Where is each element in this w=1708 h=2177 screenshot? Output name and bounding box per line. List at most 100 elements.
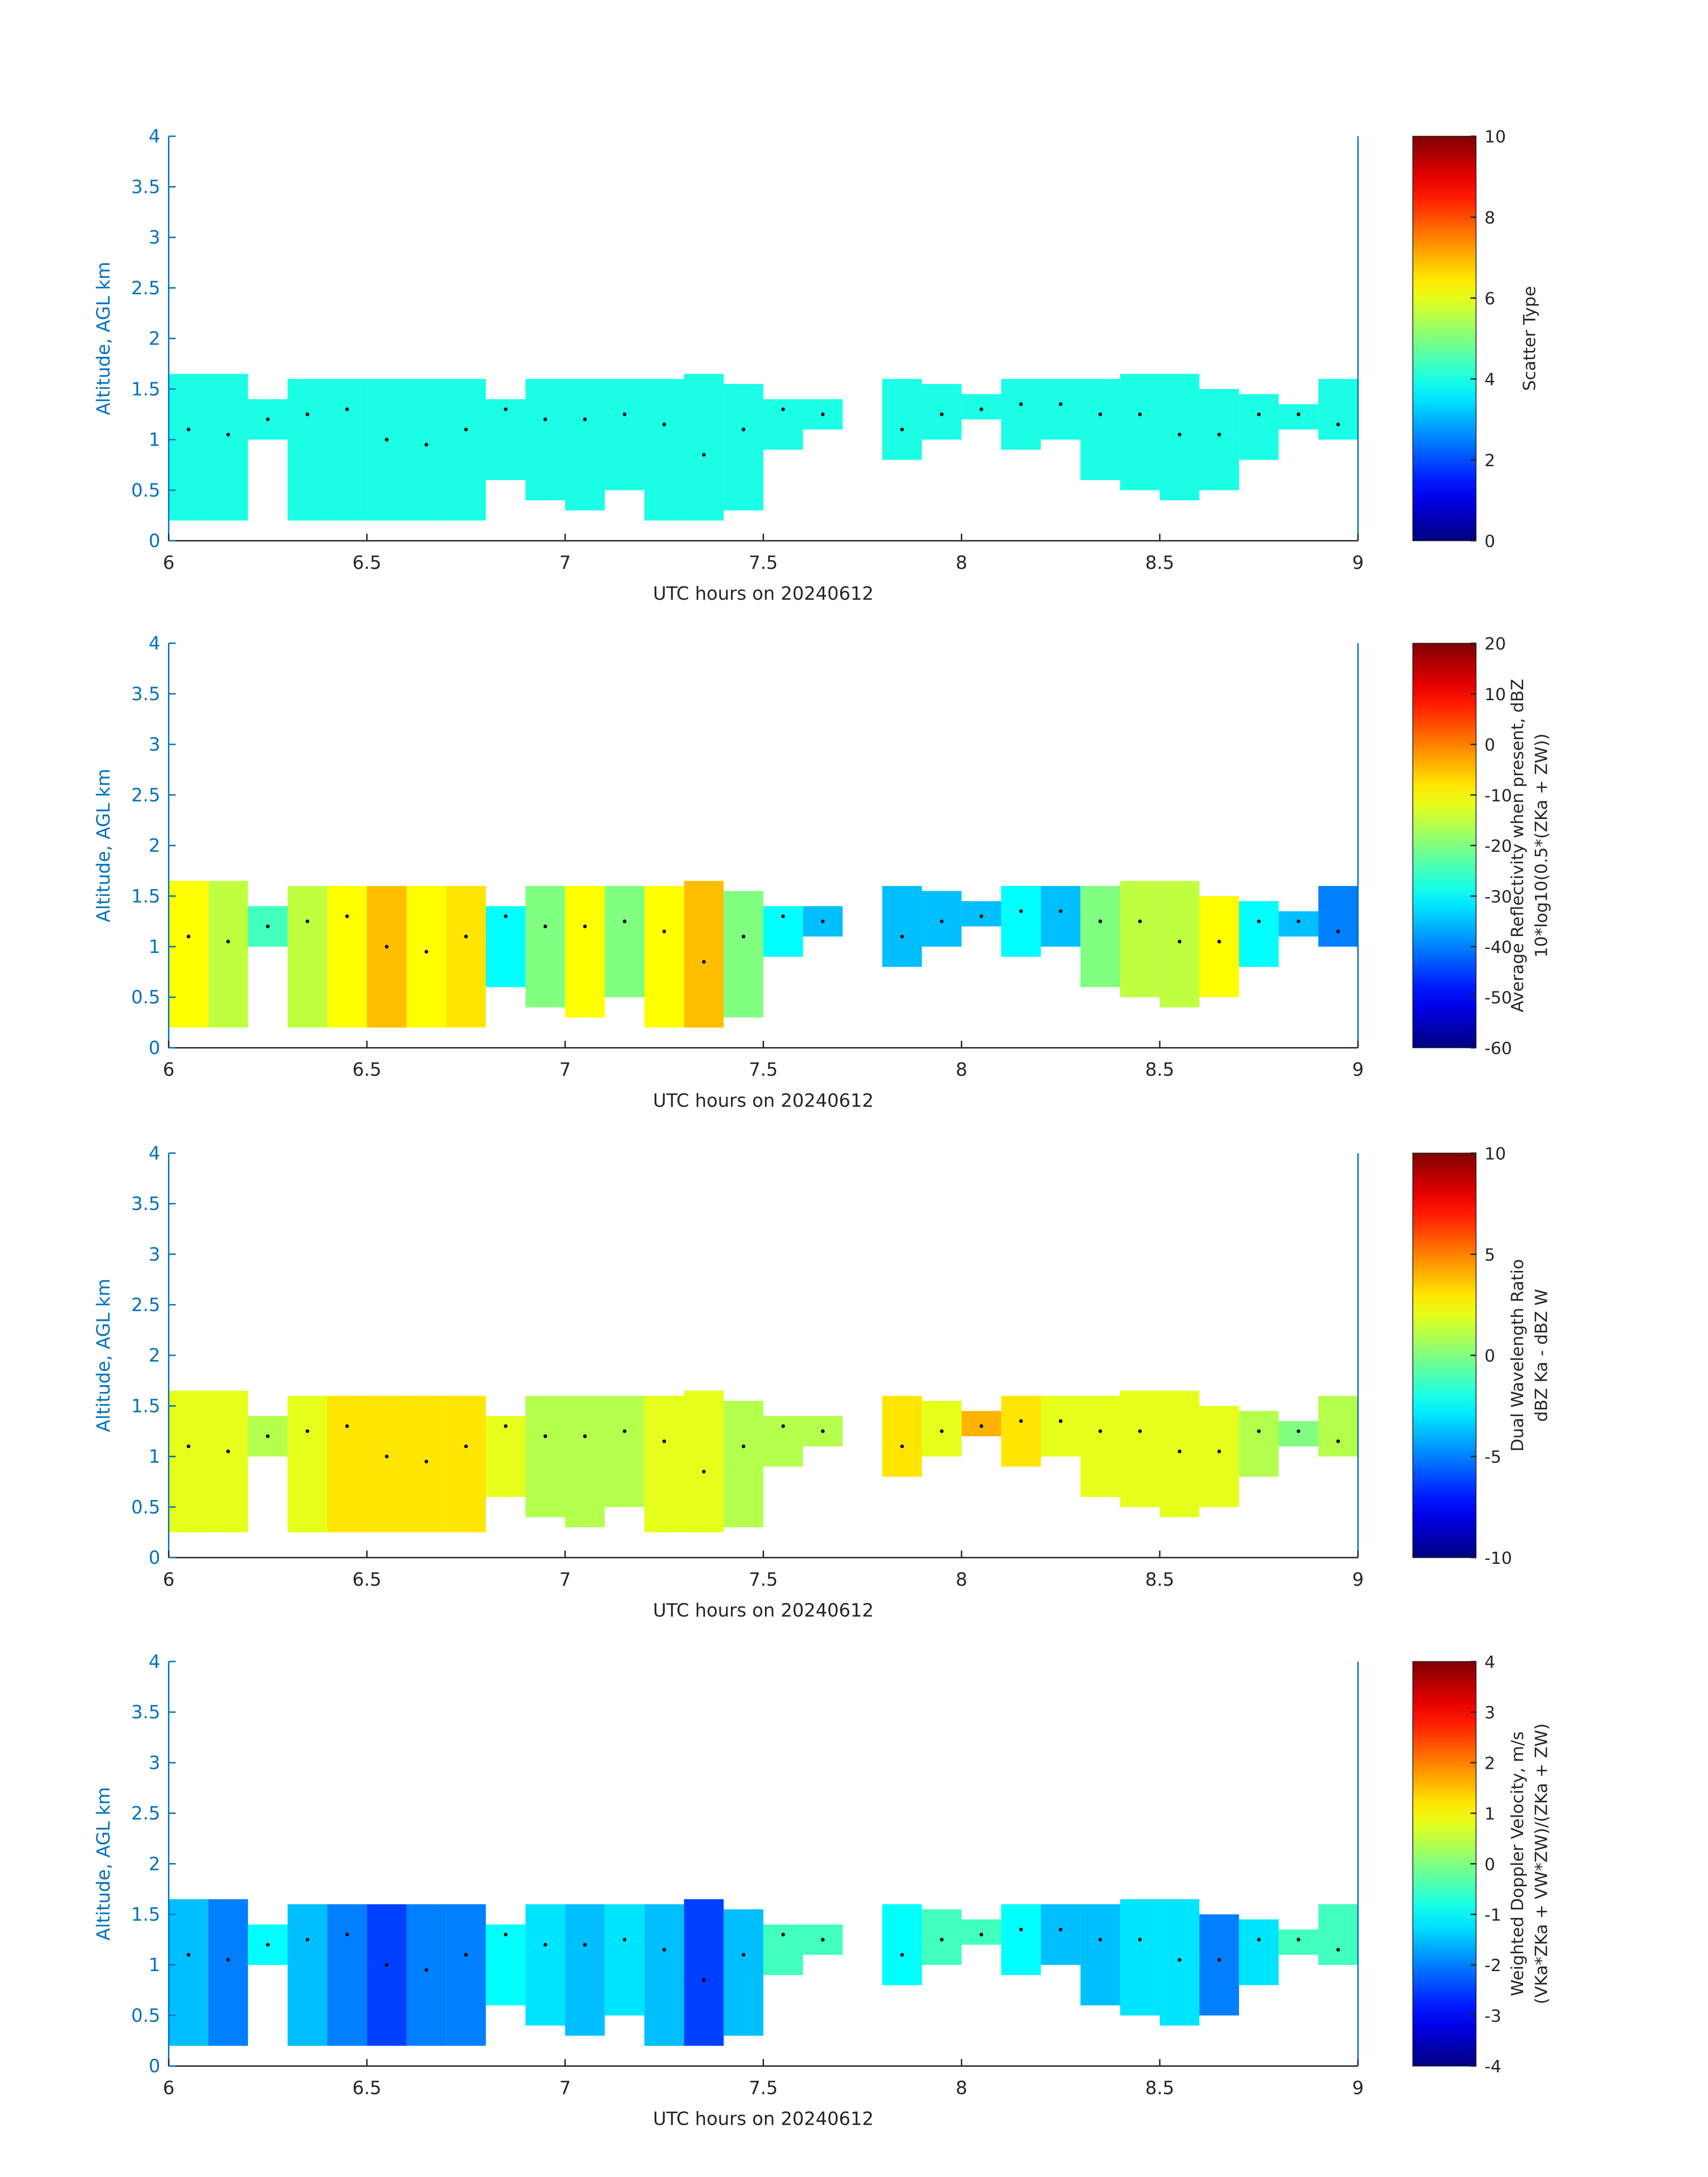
cloud-base-dot — [741, 1953, 746, 1957]
cell-column — [1120, 1391, 1160, 1507]
colorbar-tick-label: -30 — [1484, 887, 1512, 907]
cell-column — [1239, 394, 1279, 460]
colorbar-tick-label: -60 — [1484, 1038, 1512, 1058]
colorbar-tick-label: -10 — [1484, 786, 1512, 805]
colorbar-tick-label: -10 — [1484, 1548, 1512, 1568]
cloud-base-dot — [504, 407, 508, 411]
x-tick-label: 6.5 — [352, 1569, 381, 1590]
cell-column — [168, 374, 209, 521]
cloud-base-dot — [1296, 919, 1301, 923]
x-axis-label: UTC hours on 20240612 — [653, 1600, 873, 1621]
cloud-base-dot — [622, 919, 626, 923]
cell-column — [1318, 1904, 1358, 1965]
colorbar-tick-label: -50 — [1484, 988, 1512, 1007]
cell-column — [1278, 1421, 1319, 1446]
colorbar-tick-label: -4 — [1484, 2057, 1501, 2077]
cloud-base-dot — [979, 914, 983, 918]
cell-column — [406, 1396, 447, 1533]
colorbar-tick-label: 4 — [1484, 1652, 1495, 1672]
y-tick-label: 4 — [149, 1142, 160, 1164]
cloud-base-dot — [1059, 1419, 1063, 1423]
cell-column — [605, 1396, 645, 1507]
cell-column — [525, 886, 565, 1007]
cell-column — [882, 1904, 922, 1985]
x-tick-label: 7 — [560, 552, 571, 573]
cell-column — [723, 1400, 764, 1528]
y-axis-label: Altitude, AGL km — [93, 1787, 114, 1941]
cloud-base-dot — [345, 914, 349, 918]
cloud-base-dot — [979, 1424, 983, 1428]
cell-column — [1040, 379, 1081, 440]
cloud-base-dot — [187, 1444, 191, 1448]
cloud-base-dot — [1059, 909, 1063, 913]
cell-column — [1001, 1396, 1041, 1467]
cloud-base-dot — [504, 1424, 508, 1428]
y-tick-label: 0 — [149, 530, 160, 552]
y-tick-label: 4 — [149, 633, 160, 654]
cell-column — [1001, 379, 1041, 450]
cell-column — [565, 1904, 605, 2036]
cell-column — [723, 384, 764, 510]
cloud-base-dot — [940, 412, 944, 416]
y-tick-label: 1.5 — [131, 886, 160, 907]
cell-column — [367, 1904, 407, 2046]
x-tick-label: 7 — [560, 2077, 571, 2098]
cloud-base-dot — [1336, 1948, 1340, 1952]
cloud-base-dot — [821, 1938, 825, 1942]
cell-column — [763, 906, 803, 957]
cell-column — [1001, 886, 1041, 957]
cloud-base-dot — [187, 935, 191, 939]
cell-column — [486, 399, 526, 481]
x-tick-label: 6 — [163, 1569, 175, 1590]
y-tick-label: 2.5 — [131, 277, 160, 299]
cloud-base-dot — [504, 1933, 508, 1937]
x-tick-label: 8.5 — [1145, 2077, 1174, 2098]
cell-column — [684, 1391, 724, 1533]
y-tick-label: 0 — [149, 1037, 160, 1058]
cell-column — [1199, 1406, 1239, 1507]
cloud-base-dot — [266, 924, 270, 928]
cloud-base-dot — [662, 422, 666, 426]
cloud-base-dot — [662, 1439, 666, 1443]
cell-column — [1318, 886, 1358, 947]
y-tick-label: 1.5 — [131, 1904, 160, 1925]
y-tick-label: 3.5 — [131, 1701, 160, 1723]
cell-column — [525, 1904, 565, 2026]
cell-column — [367, 886, 407, 1028]
cell-column — [168, 1899, 209, 2046]
x-tick-label: 6.5 — [352, 1059, 381, 1080]
cell-column — [1278, 911, 1319, 937]
cloud-base-dot — [1257, 1938, 1261, 1942]
colorbar-tick-label: 10 — [1484, 1144, 1506, 1163]
x-tick-label: 8 — [956, 2077, 967, 2098]
y-tick-label: 1 — [149, 429, 160, 451]
y-tick-label: 4 — [149, 125, 160, 147]
cloud-base-dot — [940, 1429, 944, 1433]
cloud-base-dot — [741, 427, 746, 431]
cloud-base-dot — [384, 1963, 389, 1967]
y-tick-label: 1.5 — [131, 378, 160, 400]
colorbar-label: dBZ Ka - dBZ W — [1532, 1289, 1551, 1421]
cell-column — [1120, 881, 1160, 998]
x-tick-label: 6.5 — [352, 552, 381, 573]
cell-column — [961, 394, 1002, 420]
y-tick-label: 3 — [149, 1244, 160, 1265]
cell-column — [565, 379, 605, 510]
y-axis-label: Altitude, AGL km — [93, 1279, 114, 1432]
cloud-base-dot — [1059, 402, 1063, 406]
y-tick-label: 0.5 — [131, 2005, 160, 2026]
y-tick-label: 0.5 — [131, 480, 160, 501]
colorbar-tick-label: 0 — [1484, 735, 1495, 755]
cloud-base-dot — [900, 1953, 904, 1957]
cell-column — [644, 1904, 684, 2046]
x-tick-label: 9 — [1352, 1059, 1364, 1080]
colorbar-tick-label: 2 — [1484, 451, 1495, 470]
cloud-base-dot — [940, 1938, 944, 1942]
cloud-base-dot — [1178, 1958, 1182, 1962]
cell-column — [486, 1416, 526, 1497]
cell-column — [684, 881, 724, 1028]
y-tick-label: 3 — [149, 734, 160, 755]
colorbar-tick-label: 0 — [1484, 1855, 1495, 1874]
cloud-base-dot — [979, 407, 983, 411]
